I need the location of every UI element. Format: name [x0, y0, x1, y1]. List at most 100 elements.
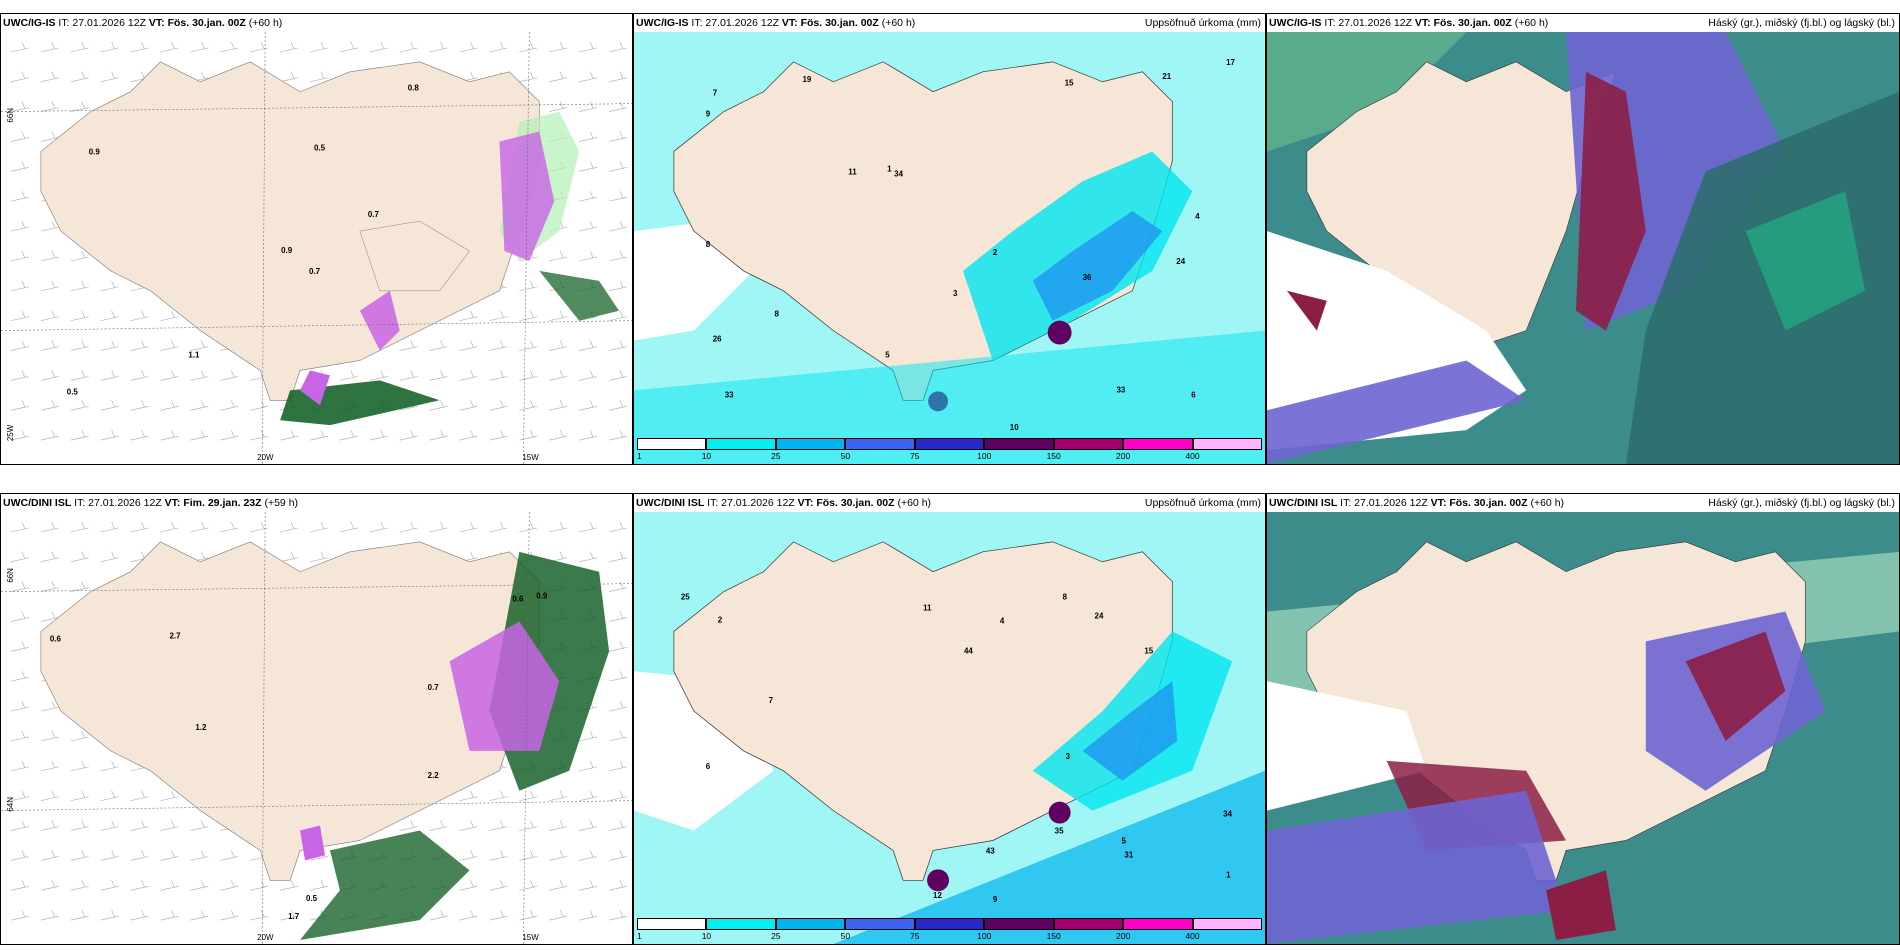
wind-barb — [608, 700, 628, 712]
wind-barb — [429, 820, 448, 831]
value-label: 34 — [894, 169, 903, 178]
wind-barb — [100, 430, 119, 441]
wind-barb — [309, 430, 329, 441]
wind-barb — [608, 880, 628, 891]
wind-barb — [70, 760, 89, 772]
wind-barb — [10, 340, 29, 351]
wind-barb — [100, 71, 119, 83]
wind-barb — [130, 400, 149, 411]
wind-barb — [130, 850, 149, 861]
colorbar-swatch — [984, 918, 1054, 930]
wind-barb — [220, 880, 239, 891]
panel-top-left: UWC/IG-IS IT: 27.01.2026 12Z VT: Fös. 30… — [0, 13, 633, 465]
wind-barb — [10, 611, 29, 622]
wind-barb — [40, 430, 59, 441]
map-clouds-dini[interactable] — [1267, 512, 1899, 944]
wind-barb — [40, 581, 59, 592]
value-label: 0.7 — [368, 210, 380, 219]
colorbar-swatch — [1053, 438, 1124, 450]
value-labels: 0.7 0.9 0.9 0.5 0.7 1.1 0.8 0.5 — [67, 84, 420, 397]
wind-barb — [579, 131, 598, 142]
wind-barb — [10, 131, 29, 142]
wind-barb — [549, 101, 568, 112]
wind-barb — [280, 521, 299, 533]
map-accum-precip-igis[interactable]: 36 24 33 19 34 33 26 15 11 10 9 8 7 6 5 4 3 2 1 8 17 21 — [634, 32, 1265, 464]
value-label: 24 — [1095, 612, 1104, 621]
wind-barb — [459, 310, 478, 322]
wind-barb — [309, 551, 329, 563]
wind-barb — [220, 910, 239, 921]
wind-barb — [190, 400, 209, 411]
wind-barb — [280, 71, 299, 83]
wind-barb — [190, 430, 209, 441]
value-label: 0.5 — [306, 894, 318, 903]
wind-barb — [608, 671, 628, 682]
map-wind-precip-dini[interactable]: 0.6 2.7 0.7 0.5 0.6 1.7 2.2 1.2 0.9 20W 15W 66N … — [1, 512, 632, 944]
wind-barb — [130, 370, 149, 381]
panel-bottom-middle: UWC/DINI ISL IT: 27.01.2026 12Z VT: Fös.… — [633, 493, 1266, 945]
value-label: 0.5 — [67, 387, 79, 396]
wind-barb — [579, 730, 598, 742]
wind-barb — [429, 430, 448, 441]
wind-barb — [608, 220, 628, 232]
wind-barb — [160, 400, 179, 411]
wind-barb — [549, 820, 568, 831]
wind-barb — [40, 760, 59, 772]
wind-barb — [608, 370, 628, 381]
wind-barb — [579, 760, 598, 772]
wind-barb — [10, 191, 29, 202]
wind-barb — [160, 521, 179, 533]
wind-barb — [579, 101, 598, 112]
wind-barb — [40, 820, 59, 831]
value-label: 15 — [1144, 646, 1153, 655]
wind-barb — [399, 41, 418, 53]
wind-barb — [608, 551, 628, 563]
wind-barb — [190, 340, 209, 351]
wind-barb — [190, 910, 209, 921]
wind-barb — [429, 521, 448, 533]
value-label: 5 — [1121, 836, 1126, 845]
colorbar-swatch — [706, 918, 776, 930]
wind-barb — [40, 340, 59, 351]
wind-barb — [160, 790, 179, 802]
wind-barb — [40, 521, 59, 533]
colorbar-tick: 200 — [1116, 931, 1131, 941]
wind-barb — [70, 280, 89, 292]
value-label: 9 — [706, 110, 711, 119]
colorbar: 1 10 25 50 75 100 150 200 400 — [637, 918, 1262, 942]
wind-barb — [579, 521, 598, 533]
colorbar-swatch — [637, 918, 707, 930]
wind-barb — [489, 820, 508, 831]
wind-barb — [459, 370, 478, 381]
colorbar-swatch — [1123, 438, 1193, 450]
wind-barb — [579, 910, 598, 921]
wind-barb — [130, 521, 149, 533]
wind-barb — [399, 820, 418, 831]
wind-barb — [10, 521, 29, 533]
wind-barb — [608, 280, 628, 292]
wind-barb — [459, 400, 478, 411]
panel-header: UWC/DINI ISL IT: 27.01.2026 12Z VT: Fös.… — [1267, 494, 1899, 512]
value-label: 24 — [1176, 257, 1185, 266]
wind-barb — [579, 191, 598, 202]
wind-barb — [579, 400, 598, 411]
wind-barb — [280, 910, 299, 921]
wind-barb — [549, 400, 568, 411]
wind-barb — [190, 370, 209, 381]
wind-barb — [10, 671, 29, 682]
map-clouds-igis[interactable] — [1267, 32, 1899, 464]
value-label: 6 — [706, 762, 711, 771]
wind-barb — [160, 850, 179, 861]
wind-barb — [489, 370, 508, 381]
wind-barb — [549, 850, 568, 861]
map-wind-precip-igis[interactable]: 0.7 0.9 0.9 0.5 0.7 1.1 0.8 0.5 20W 15W 66N 25W — [1, 32, 632, 464]
wind-barb — [10, 101, 29, 112]
colorbar-tick: 25 — [771, 451, 781, 461]
value-label: 33 — [1116, 385, 1125, 394]
wind-barb — [519, 370, 538, 381]
wind-barb — [40, 220, 59, 232]
map-accum-precip-dini[interactable]: 44 31 25 15 12 11 9 8 7 6 5 4 3 2 1 24 34 35 43 — [634, 512, 1265, 944]
wind-barb — [100, 340, 119, 351]
